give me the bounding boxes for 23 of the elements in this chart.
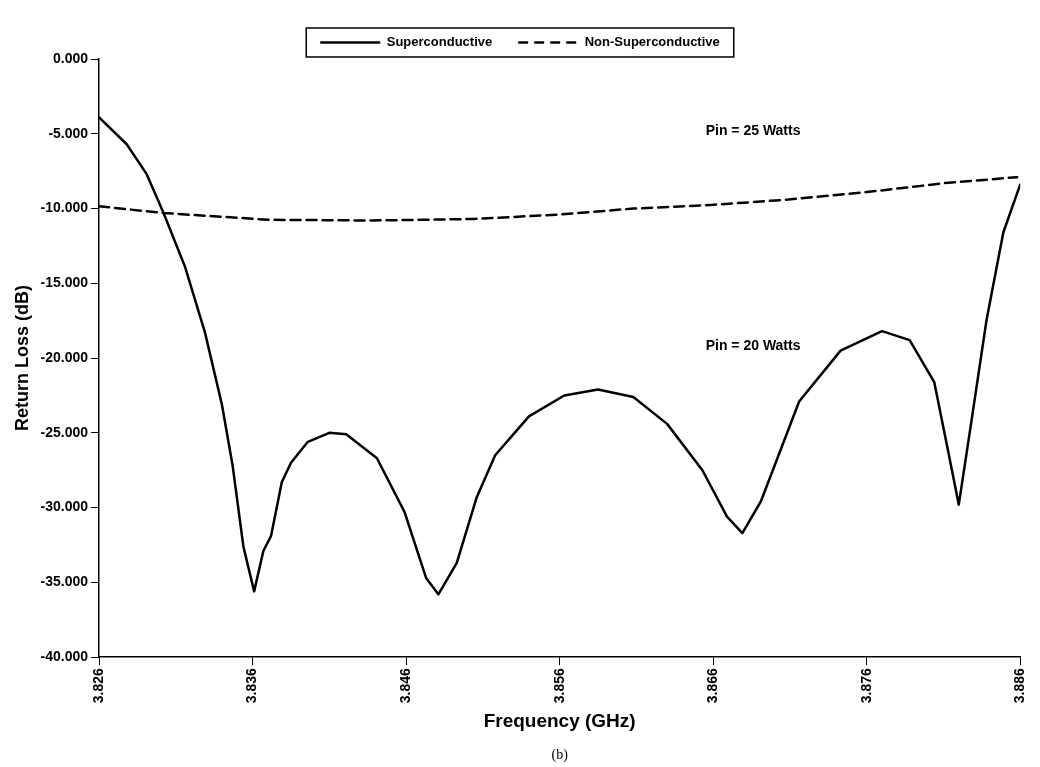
y-tick-label: -30.000 — [40, 498, 89, 515]
y-tick-label: -40.000 — [40, 648, 89, 665]
annotation: Pin = 25 Watts — [705, 121, 801, 138]
x-axis-title: Frequency (GHz) — [483, 709, 636, 731]
x-tick-label: 3.886 — [1011, 667, 1028, 704]
y-tick-label: -5.000 — [48, 124, 89, 141]
legend-label: Non-Superconductive — [584, 34, 720, 50]
y-tick-label: -35.000 — [40, 573, 89, 590]
x-tick-label: 3.826 — [89, 667, 106, 704]
x-tick-label: 3.876 — [857, 667, 874, 704]
y-tick-label: -15.000 — [40, 274, 89, 291]
x-tick-label: 3.866 — [704, 667, 721, 704]
x-tick-label: 3.836 — [243, 667, 260, 704]
y-tick-label: 0.000 — [53, 49, 89, 66]
y-axis-title: Return Loss (dB) — [11, 285, 32, 432]
text: (b) — [551, 746, 569, 763]
y-tick-label: -25.000 — [40, 423, 89, 440]
legend-label: Superconductive — [386, 34, 493, 50]
y-tick-label: -20.000 — [40, 348, 89, 365]
x-tick-label: 3.846 — [396, 667, 413, 704]
y-tick-label: -10.000 — [40, 199, 89, 216]
annotation: Pin = 20 Watts — [705, 336, 801, 353]
x-tick-label: 3.856 — [550, 667, 567, 704]
